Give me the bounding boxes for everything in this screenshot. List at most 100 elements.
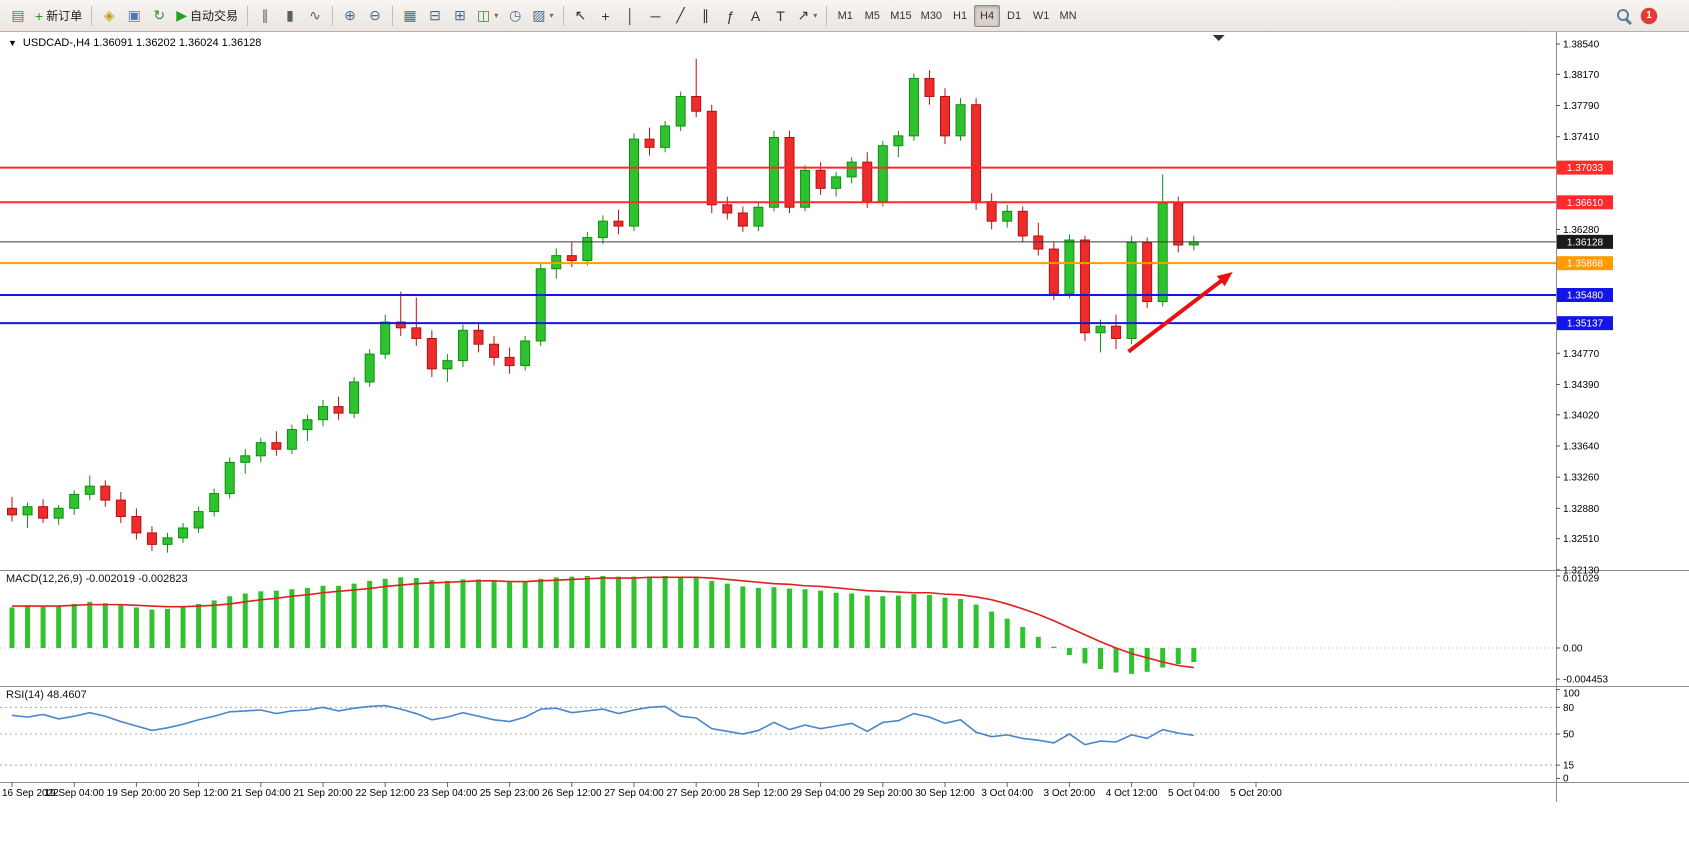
market-watch-icon: ◈ bbox=[103, 7, 115, 23]
candle-body bbox=[1079, 239, 1090, 334]
candle-body bbox=[675, 95, 686, 127]
trendline-button[interactable]: ╱ bbox=[669, 4, 693, 28]
time-label: 19 Sep 04:00 bbox=[44, 788, 104, 799]
templates-dropdown-icon[interactable]: ▾ bbox=[549, 11, 554, 20]
notification-badge[interactable]: 1 bbox=[1641, 7, 1657, 24]
macd-bar bbox=[211, 600, 217, 649]
macd-bar bbox=[1082, 648, 1088, 664]
market-watch-button[interactable]: ◈ bbox=[97, 4, 121, 28]
macd-bar bbox=[1051, 646, 1057, 649]
equidistant-channel-icon: ∥ bbox=[702, 7, 709, 23]
text-button[interactable]: A bbox=[744, 4, 768, 28]
candle-body bbox=[100, 485, 111, 501]
macd-bar bbox=[1129, 648, 1135, 674]
macd-bar bbox=[678, 576, 684, 649]
horizontal-line-button[interactable]: ─ bbox=[644, 4, 668, 28]
candle-body bbox=[380, 321, 391, 355]
trend-arrow-head[interactable] bbox=[1216, 272, 1233, 287]
search-icon[interactable] bbox=[1615, 7, 1633, 25]
candlesticks-button[interactable]: ▮ bbox=[278, 4, 302, 28]
tf-h4-button[interactable]: H4 bbox=[974, 4, 1001, 27]
macd-bar bbox=[87, 601, 93, 649]
candle-body bbox=[473, 329, 484, 345]
tf-m5-button[interactable]: M5 bbox=[859, 5, 885, 27]
rsi-label: RSI(14) 48.4607 bbox=[6, 689, 87, 701]
candle-body bbox=[924, 77, 935, 97]
strategy-navigator-icon: ↻ bbox=[153, 7, 166, 23]
new-chart-window-dropdown-icon[interactable]: ▾ bbox=[494, 11, 499, 20]
time-label: 21 Sep 20:00 bbox=[293, 788, 353, 799]
cursor-button[interactable]: ↖ bbox=[569, 4, 593, 28]
new-chart-window-button[interactable]: ◫ ▾ bbox=[473, 4, 502, 28]
candle-body bbox=[908, 77, 919, 137]
new-chart-button[interactable]: ▤ bbox=[6, 4, 30, 28]
macd-bar bbox=[1066, 648, 1072, 656]
text-label-button[interactable]: T bbox=[769, 4, 793, 28]
time-label: 5 Oct 04:00 bbox=[1168, 788, 1220, 799]
price-tick: 1.33260 bbox=[1563, 473, 1600, 484]
tile-windows-button[interactable]: ▦ bbox=[398, 4, 422, 28]
tf-w1-button[interactable]: W1 bbox=[1028, 5, 1054, 27]
crosshair-button[interactable]: + bbox=[594, 4, 618, 28]
candle-body bbox=[442, 360, 453, 370]
macd-bar bbox=[491, 580, 497, 649]
tf-d1-button[interactable]: D1 bbox=[1001, 5, 1027, 27]
candle-body bbox=[349, 381, 360, 414]
macd-bar bbox=[647, 576, 653, 649]
new-order-button[interactable]: + 新订单 bbox=[31, 4, 86, 28]
macd-bar bbox=[9, 607, 15, 649]
fibonacci-button[interactable]: ƒ bbox=[719, 4, 743, 28]
equidistant-channel-button[interactable]: ∥ bbox=[694, 4, 718, 28]
price-tick: 1.33640 bbox=[1563, 441, 1600, 452]
arrows-dropdown-icon[interactable]: ▾ bbox=[813, 11, 818, 20]
candle-body bbox=[333, 406, 344, 414]
arrange-windows-button[interactable]: ⊟ bbox=[423, 4, 447, 28]
time-label: 27 Sep 20:00 bbox=[666, 788, 726, 799]
candle-body bbox=[504, 356, 515, 367]
candle-body bbox=[846, 161, 857, 178]
candle-body bbox=[255, 442, 266, 457]
ohlc-bars-button[interactable]: ∥ bbox=[253, 4, 277, 28]
zoom-in-button[interactable]: ⊕ bbox=[338, 4, 362, 28]
macd-bar bbox=[382, 578, 388, 649]
candle-body bbox=[426, 337, 437, 370]
price-tick: 1.32880 bbox=[1563, 504, 1600, 515]
time-label: 28 Sep 12:00 bbox=[729, 788, 789, 799]
strategy-navigator-button[interactable]: ↻ bbox=[147, 4, 171, 28]
zoom-out-icon: ⊖ bbox=[369, 7, 381, 23]
macd-label: MACD(12,26,9) -0.002019 -0.002823 bbox=[6, 573, 188, 585]
auto-trading-button[interactable]: ▶ 自动交易 bbox=[172, 4, 242, 28]
data-window-button[interactable]: ▣ bbox=[122, 4, 146, 28]
tf-m1-button[interactable]: M1 bbox=[832, 5, 858, 27]
candle-body bbox=[955, 104, 966, 137]
chart-shift-marker[interactable] bbox=[1212, 35, 1225, 41]
macd-bar bbox=[538, 578, 544, 649]
macd-bar bbox=[444, 580, 450, 649]
macd-bar bbox=[787, 588, 792, 649]
new-chart-window-icon: ◫ bbox=[477, 7, 491, 23]
trendline-icon: ╱ bbox=[676, 7, 685, 23]
candle-body bbox=[318, 406, 328, 421]
toolbar-right: 1 bbox=[1615, 7, 1657, 25]
macd-bar bbox=[258, 591, 264, 649]
vertical-line-button[interactable]: │ bbox=[619, 4, 643, 28]
line-chart-button[interactable]: ∿ bbox=[303, 4, 327, 28]
tf-m30-button[interactable]: M30 bbox=[917, 5, 946, 27]
tf-h1-button[interactable]: H1 bbox=[947, 5, 973, 27]
templates-button[interactable]: ▨ ▾ bbox=[528, 4, 557, 28]
candle-body bbox=[271, 442, 282, 450]
cascade-windows-button[interactable]: ⊞ bbox=[448, 4, 472, 28]
tf-mn-button[interactable]: MN bbox=[1055, 5, 1081, 27]
chart-list-toggle-icon[interactable]: ▼ bbox=[8, 38, 17, 48]
macd-bar bbox=[569, 576, 575, 649]
toolbar-separator bbox=[91, 5, 93, 26]
zoom-out-button[interactable]: ⊖ bbox=[363, 4, 387, 28]
tf-m15-button[interactable]: M15 bbox=[886, 5, 915, 27]
rsi-tick: 100 bbox=[1563, 689, 1580, 700]
macd-bar bbox=[1035, 636, 1041, 649]
trend-arrow-line[interactable] bbox=[1127, 276, 1226, 354]
arrows-button[interactable]: ↗ ▾ bbox=[794, 4, 822, 28]
candle-body bbox=[877, 145, 888, 202]
period-selector-button[interactable]: ◷ bbox=[503, 4, 527, 28]
